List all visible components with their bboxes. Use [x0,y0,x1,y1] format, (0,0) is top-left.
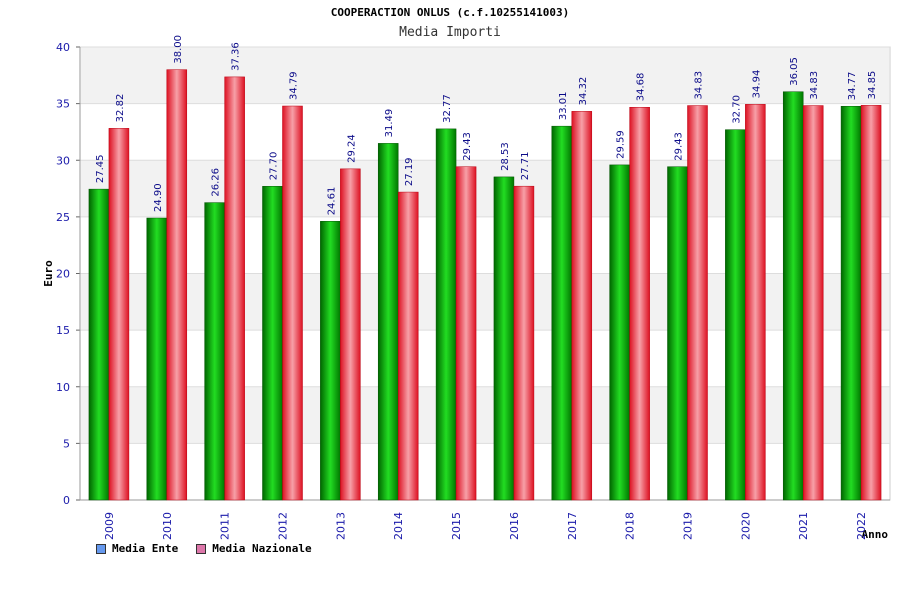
data-label-media-ente-2018: 29.59 [616,130,627,159]
data-label-media-nazionale-2011: 37.36 [231,42,242,71]
x-tick-label-2012: 2012 [277,512,290,540]
data-label-media-ente-2017: 33.01 [558,92,569,121]
grid-band [81,386,889,444]
bar-media-nazionale-2016 [513,185,535,501]
data-label-media-ente-2022: 34.77 [847,72,858,101]
bar-media-nazionale-2014 [397,191,419,501]
bar-media-nazionale-2020 [745,104,766,501]
bar-media-nazionale-2022 [860,105,882,501]
legend-swatch-media-nazionale [196,543,207,554]
data-label-media-ente-2010: 24.90 [153,183,164,212]
data-label-media-nazionale-2014: 27.19 [404,157,415,186]
x-tick-label-2020: 2020 [739,512,752,540]
data-label-media-ente-2009: 27.45 [95,154,106,183]
legend-label-media-ente: Media Ente [112,542,179,555]
bar-media-nazionale-2009 [108,128,130,501]
data-label-media-ente-2011: 26.26 [211,168,222,197]
bar-media-nazionale-2011 [224,76,245,501]
x-tick-label-2010: 2010 [161,512,174,540]
data-label-media-ente-2021: 36.05 [789,57,800,86]
y-axis-label: Euro [42,260,55,287]
bar-media-ente-2018 [609,164,630,501]
grid-band [81,273,889,331]
y-tick-label: 15 [56,324,70,337]
bar-media-nazionale-2017 [571,111,593,501]
x-tick-label-2009: 2009 [103,512,116,540]
data-label-media-nazionale-2018: 34.68 [636,73,647,102]
chart-title: COOPERACTION ONLUS (c.f.10255141003) [330,6,570,19]
legend-item-media-ente: Media Ente [96,542,178,555]
x-axis-label: Anno [862,528,889,541]
bar-media-nazionale-2015 [455,166,477,501]
data-label-media-nazionale-2017: 34.32 [578,77,589,106]
y-tick-label: 5 [63,437,70,450]
y-tick-label: 30 [56,154,70,167]
data-label-media-nazionale-2020: 34.94 [751,70,762,99]
x-tick-label-2018: 2018 [624,512,637,540]
bar-media-ente-2021 [782,91,804,501]
data-label-media-nazionale-2009: 32.82 [115,94,126,123]
chart-subtitle: Media Importi [399,25,501,40]
x-tick-label-2017: 2017 [566,512,579,540]
data-label-media-ente-2019: 29.43 [674,132,685,161]
bar-media-ente-2013 [320,221,341,501]
legend-swatch-media-ente [96,543,106,554]
legend-label-media-nazionale: Media Nazionale [212,542,312,555]
x-tick-label-2016: 2016 [508,512,521,540]
bar-media-ente-2019 [667,166,688,501]
bar-media-nazionale-2018 [629,106,650,501]
y-tick-label: 10 [56,381,70,394]
legend: Media Ente Media Nazionale [96,542,312,555]
grid-band [81,47,889,104]
bar-media-ente-2011 [204,202,225,501]
grid-band [81,160,889,217]
x-tick-label-2013: 2013 [334,512,347,540]
bar-media-ente-2014 [377,143,399,501]
data-label-media-ente-2020: 32.70 [731,95,742,124]
y-tick-label: 20 [56,268,70,281]
data-label-media-nazionale-2012: 34.79 [289,71,300,100]
data-label-media-ente-2015: 32.77 [442,94,453,123]
data-label-media-ente-2014: 31.49 [384,109,395,138]
bar-media-ente-2017 [551,125,573,501]
data-label-media-ente-2012: 27.70 [269,152,280,181]
bar-media-ente-2016 [493,176,515,501]
data-label-media-nazionale-2022: 34.85 [867,71,878,100]
y-tick-label: 25 [56,211,70,224]
x-tick-label-2022: 2022 [855,512,868,540]
data-label-media-nazionale-2013: 29.24 [346,134,357,163]
bar-media-ente-2020 [725,129,746,501]
legend-item-media-nazionale: Media Nazionale [196,542,312,555]
bar-media-ente-2010 [146,217,168,501]
x-tick-label-2014: 2014 [392,512,405,540]
data-label-media-nazionale-2019: 34.83 [694,71,705,100]
bar-media-nazionale-2019 [687,105,708,501]
x-tick-label-2019: 2019 [682,512,695,540]
data-label-media-nazionale-2015: 29.43 [462,132,473,161]
x-tick-label-2015: 2015 [450,512,463,540]
bar-media-ente-2015 [435,128,457,501]
bar-media-nazionale-2013 [340,168,361,501]
x-tick-label-2021: 2021 [797,512,810,540]
data-label-media-nazionale-2010: 38.00 [173,35,184,64]
data-label-media-nazionale-2021: 34.83 [809,71,820,100]
bar-media-nazionale-2010 [166,69,188,501]
data-label-media-nazionale-2016: 27.71 [520,152,531,181]
bar-media-ente-2012 [262,186,283,501]
bar-media-ente-2022 [840,105,862,501]
y-tick-label: 40 [56,41,70,54]
x-tick-label-2011: 2011 [219,512,232,540]
bar-media-nazionale-2021 [802,105,824,501]
y-tick-label: 35 [56,98,70,111]
data-label-media-ente-2016: 28.53 [500,142,511,171]
bar-media-ente-2009 [88,188,110,501]
y-tick-label: 0 [63,494,70,507]
bar-media-nazionale-2012 [282,105,303,501]
data-label-media-ente-2013: 24.61 [326,187,337,216]
